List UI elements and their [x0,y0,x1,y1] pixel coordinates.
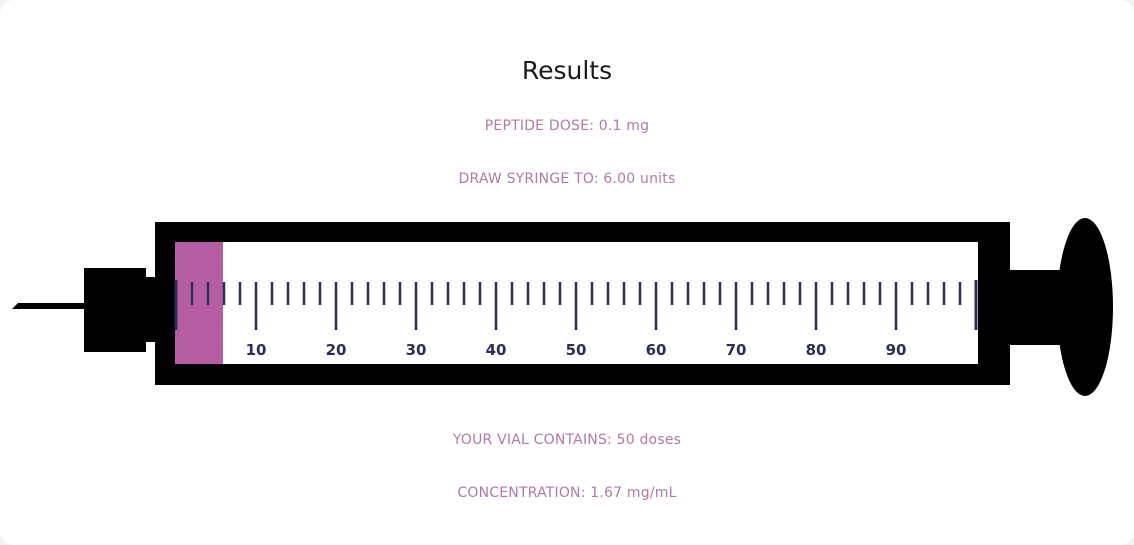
concentration-text: CONCENTRATION: 1.67 mg/mL [457,485,677,501]
scale-label: 40 [486,341,507,359]
plunger-rod [1008,270,1063,345]
scale-label: 20 [326,341,347,359]
peptide-dose-text: PEPTIDE DOSE: 0.1 mg [484,118,650,134]
scale-label: 10 [246,341,267,359]
scale-label: 70 [726,341,747,359]
scale-labels: 10 20 30 40 50 60 70 80 90 [246,341,907,359]
results-title: Results [521,56,613,85]
scale-label: 60 [646,341,667,359]
scale-label: 80 [806,341,827,359]
vial-contains-text: YOUR VIAL CONTAINS: 50 doses [452,432,682,448]
scale-label: 30 [406,341,427,359]
needle-hub [84,268,146,352]
scale-label: 90 [886,341,907,359]
needle [12,303,86,309]
scale-ticks [174,280,978,330]
plunger-thumb [1057,218,1113,396]
draw-syringe-text: DRAW SYRINGE TO: 6.00 units [458,171,676,187]
dose-fill [175,242,223,364]
scale-label: 50 [566,341,587,359]
